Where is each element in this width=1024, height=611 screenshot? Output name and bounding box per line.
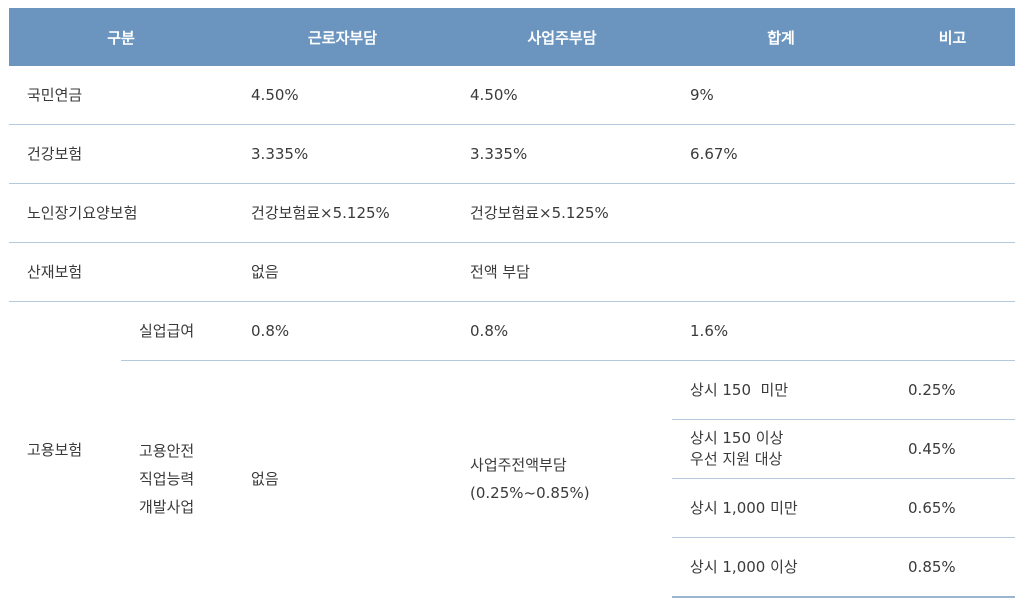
worker-share-cell: 없음 (233, 242, 453, 302)
table-row: 상시 150 이상 우선 지원 대상 0.45% (9, 419, 1016, 479)
header-row: 구분 근로자부담 사업주부담 합계 비고 (9, 8, 1016, 66)
row-label: 국민연금 (9, 66, 234, 125)
worker-share-cell: 건강보험료×5.125% (233, 183, 453, 243)
table-row: 노인장기요양보험 건강보험료×5.125% 건강보험료×5.125% (9, 183, 1016, 243)
employer-share-cell: 전액 부담 (452, 242, 673, 302)
employer-share-cell: 건강보험료×5.125% (452, 183, 673, 243)
insurance-table-container: 구분 근로자부담 사업주부담 합계 비고 국민연금 4.50% 4.50% 9%… (9, 8, 1016, 598)
row-label-employment-insurance: 고용보험 (27, 440, 83, 459)
remarks-cell (890, 66, 1016, 125)
total-cell: 6.67% (672, 124, 891, 184)
tier-label: 상시 150 미만 (672, 360, 891, 420)
table-row: 상시 1,000 미만 0.65% (9, 478, 1016, 538)
employer-share-cell: 3.335% (452, 124, 673, 184)
row-label: 노인장기요양보험 (9, 183, 234, 243)
table-row: 상시 1,000 이상 0.85% (9, 537, 1016, 598)
header-category: 구분 (9, 8, 234, 66)
worker-share-cell: 0.8% (233, 301, 453, 361)
tier-rate: 0.45% (890, 419, 1016, 479)
header-employer-share: 사업주부담 (452, 8, 673, 66)
remarks-cell (890, 124, 1016, 184)
remarks-cell (890, 242, 1016, 302)
remarks-cell (890, 183, 1016, 243)
table-row: 고용안전 직업능력 개발사업 없음 사업주전액부담 (0.25%~0.85%) … (9, 360, 1016, 516)
tier-label: 상시 150 이상 우선 지원 대상 (672, 419, 891, 479)
tier-rate: 0.25% (890, 360, 1016, 420)
header-total: 합계 (672, 8, 891, 66)
worker-share-cell: 4.50% (233, 66, 453, 125)
worker-share-cell: 없음 (251, 470, 279, 488)
sub-row-label: 고용안전 직업능력 개발사업 (139, 442, 195, 516)
table-row: 고용보험 실업급여 0.8% 0.8% 1.6% (9, 301, 1016, 459)
tier-rate: 0.65% (890, 478, 1016, 538)
employer-share-cell: 4.50% (452, 66, 673, 125)
tier-label: 상시 1,000 이상 (672, 537, 891, 598)
header-worker-share: 근로자부담 (233, 8, 453, 66)
table-row: 국민연금 4.50% 4.50% 9% (9, 66, 1016, 125)
remarks-cell (890, 301, 1016, 361)
table-row: 산재보험 없음 전액 부담 (9, 242, 1016, 302)
employer-share-cell: 0.8% (452, 301, 673, 361)
row-label: 산재보험 (9, 242, 234, 302)
row-label: 건강보험 (9, 124, 234, 184)
total-cell (672, 242, 891, 302)
total-cell: 1.6% (672, 301, 891, 361)
total-cell (672, 183, 891, 243)
header-remarks: 비고 (890, 8, 1016, 66)
insurance-contribution-table: 구분 근로자부담 사업주부담 합계 비고 국민연금 4.50% 4.50% 9%… (9, 8, 1016, 598)
total-cell: 9% (672, 66, 891, 125)
tier-label: 상시 1,000 미만 (672, 478, 891, 538)
tier-rate: 0.85% (890, 537, 1016, 598)
table-row: 건강보험 3.335% 3.335% 6.67% (9, 124, 1016, 184)
sub-row-label: 실업급여 (121, 301, 234, 361)
worker-share-cell: 3.335% (233, 124, 453, 184)
employer-share-cell: 사업주전액부담 (0.25%~0.85%) (470, 456, 590, 502)
